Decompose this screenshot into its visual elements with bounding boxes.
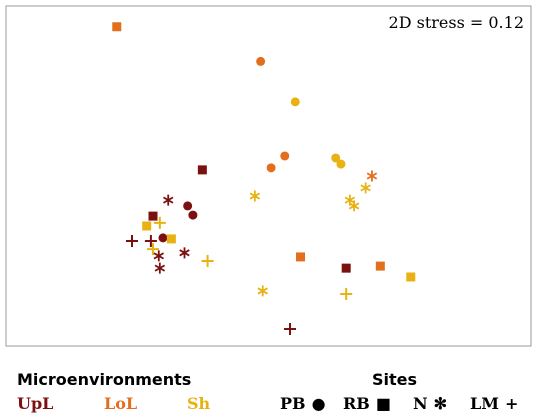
legend-site-pb-label: PB — [280, 394, 306, 413]
legend-site-lm: LM + — [470, 394, 518, 413]
data-point-rb-sh-22 — [166, 234, 176, 244]
data-point-lm-sh-23 — [147, 243, 159, 256]
data-point-n-sh-11 — [348, 200, 360, 212]
legend-site-lm-label: LM — [470, 394, 499, 413]
data-point-n-sh-9 — [249, 190, 261, 202]
data-point-lm-sh-31 — [340, 287, 353, 300]
legend-site-n: N ✻ — [413, 394, 447, 413]
data-point-pb-lol-3 — [280, 151, 290, 161]
square-icon: ■ — [375, 394, 391, 413]
data-point-n-upl-27 — [154, 262, 166, 274]
circle-icon: ● — [311, 394, 326, 413]
legend-site-rb: RB ■ — [343, 394, 391, 413]
stress-annotation: 2D stress = 0.12 — [389, 13, 524, 32]
legend-sites-title: Sites — [372, 370, 418, 389]
data-point-lm-upl-20 — [144, 234, 157, 247]
data-point-n-upl-13 — [163, 194, 174, 206]
data-point-rb-sh-18 — [142, 221, 152, 231]
points-layer — [112, 22, 416, 335]
data-point-pb-lol-4 — [266, 163, 276, 173]
asterisk-icon: ✻ — [433, 394, 448, 413]
plus-icon: + — [504, 394, 519, 413]
data-point-pb-lol-1 — [256, 56, 266, 66]
data-point-rb-lol-0 — [112, 22, 122, 32]
legend-site-pb: PB ● — [280, 394, 326, 413]
data-point-rb-upl-16 — [148, 211, 158, 221]
data-point-n-lol-7 — [366, 170, 378, 182]
data-point-pb-upl-14 — [183, 201, 193, 211]
data-point-lm-sh-26 — [201, 255, 214, 267]
data-point-n-sh-8 — [360, 182, 371, 194]
data-point-pb-sh-2 — [290, 97, 300, 107]
data-point-rb-lol-28 — [296, 252, 306, 262]
legend-env-lol: LoL — [104, 394, 138, 413]
plot-frame — [5, 5, 532, 347]
data-point-n-upl-25 — [179, 247, 190, 259]
data-point-lm-sh-17 — [153, 216, 166, 229]
legend-site-n-label: N — [413, 394, 428, 413]
data-point-lm-upl-19 — [126, 234, 138, 247]
data-point-rb-lol-32 — [375, 261, 385, 271]
data-point-rb-upl-30 — [341, 263, 351, 273]
data-point-pb-sh-5 — [331, 153, 341, 163]
data-point-n-upl-24 — [153, 250, 164, 262]
data-point-lm-upl-34 — [284, 323, 297, 335]
data-point-n-sh-29 — [257, 285, 268, 297]
legend-env-upl: UpL — [17, 394, 54, 413]
data-point-pb-upl-21 — [158, 233, 168, 243]
legend-site-rb-label: RB — [343, 394, 370, 413]
data-point-pb-upl-15 — [188, 210, 198, 220]
data-point-rb-upl-12 — [197, 165, 207, 175]
data-point-pb-sh-6 — [336, 159, 346, 169]
data-point-rb-sh-33 — [406, 272, 416, 282]
legend-microenvironments-title: Microenvironments — [17, 370, 192, 389]
legend-env-sh: Sh — [187, 394, 211, 413]
